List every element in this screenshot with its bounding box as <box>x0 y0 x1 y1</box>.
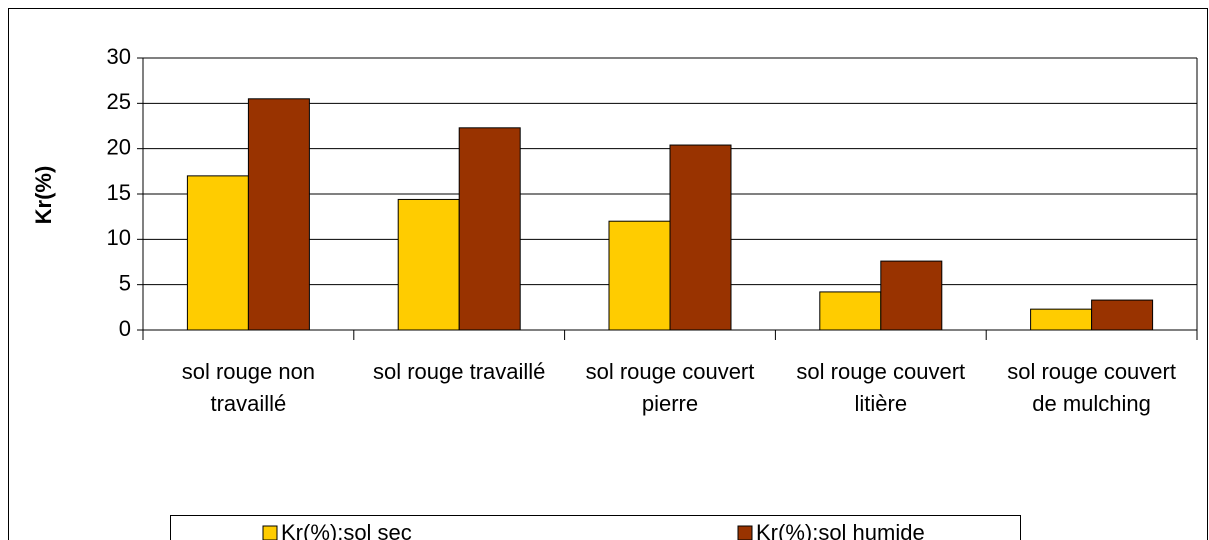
y-tick-label: 0 <box>119 316 131 341</box>
x-tick-label: sol rouge couvert litière <box>796 359 966 416</box>
legend-swatch <box>737 525 753 540</box>
legend-label: Kr(%):sol sec <box>281 520 412 540</box>
x-tick-label: sol rouge couvert pierre <box>585 359 755 416</box>
y-tick-label: 10 <box>107 225 131 250</box>
x-tick-label: sol rouge non travaillé <box>181 359 316 416</box>
bar <box>1091 299 1154 331</box>
y-axis-label: Kr(%) <box>31 166 56 225</box>
bar <box>186 175 249 331</box>
bar <box>880 260 943 331</box>
y-tick-label: 5 <box>119 270 131 295</box>
y-tick-label: 25 <box>107 89 131 114</box>
bar <box>669 144 732 331</box>
bar <box>1030 308 1093 331</box>
x-tick-label: sol rouge couvert de mulching <box>1007 359 1176 416</box>
bar <box>397 198 460 331</box>
x-tick-label: sol rouge travaillé <box>372 359 546 384</box>
bar <box>608 220 671 331</box>
bar <box>819 291 882 331</box>
bar <box>458 127 521 331</box>
y-tick-label: 15 <box>107 180 131 205</box>
legend-box <box>170 515 1021 540</box>
legend-label: Kr(%):sol humide <box>756 520 925 540</box>
legend-swatch <box>262 525 278 540</box>
y-tick-label: 30 <box>107 44 131 69</box>
y-tick-label: 20 <box>107 134 131 159</box>
bar <box>247 98 310 331</box>
